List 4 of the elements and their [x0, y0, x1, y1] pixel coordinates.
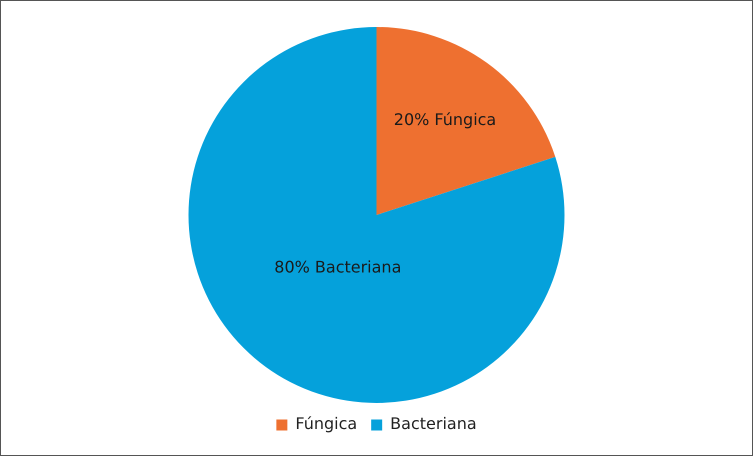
data-label: 20% Fúngica — [394, 110, 496, 129]
legend-label: Fúngica — [295, 414, 358, 434]
legend-label: Bacteriana — [390, 414, 477, 434]
data-label: 80% Bacteriana — [274, 257, 402, 276]
